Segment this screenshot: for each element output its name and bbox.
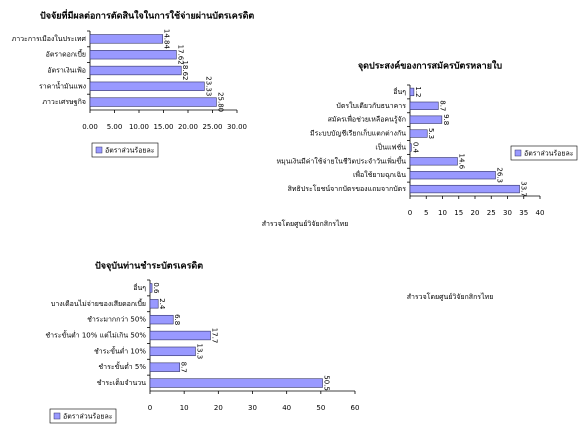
- bar: [89, 97, 217, 107]
- x-tick-label: 20.00: [178, 123, 198, 131]
- legend-label: อัตราส่วนร้อยละ: [63, 413, 113, 421]
- source-note: สำรวจโดยศูนย์วิจัยกสิกรไทย: [262, 219, 349, 228]
- x-tick-label: 5: [424, 209, 428, 217]
- x-tick-label: 0: [408, 209, 412, 217]
- value-label: 14.6: [457, 154, 465, 170]
- x-tick-label: 10.00: [129, 123, 149, 131]
- bar: [409, 101, 439, 110]
- y-tick-label: อื่นๆ: [133, 283, 146, 292]
- bar: [149, 314, 174, 325]
- y-tick-label: บัตรใบเดียวกับธนาคาร: [336, 101, 406, 110]
- value-label: 5.3: [427, 128, 435, 139]
- y-tick-label: ชำระขั้นต่ำ 10%: [94, 344, 146, 355]
- x-tick-label: 30: [248, 404, 257, 412]
- legend-box: [510, 145, 578, 161]
- value-label: 1.2: [414, 86, 422, 97]
- x-tick-label: 15: [454, 209, 463, 217]
- value-label: 17.62: [176, 45, 184, 65]
- value-label: 23.33: [204, 76, 212, 96]
- bar: [409, 143, 412, 152]
- x-tick-label: 10: [180, 404, 189, 412]
- y-tick-label: อัตราเงินเฟ้อ: [47, 67, 86, 75]
- bar: [89, 65, 182, 76]
- value-label: 2.4: [158, 298, 166, 310]
- x-tick-label: 10: [438, 209, 447, 217]
- bar: [409, 115, 443, 124]
- y-tick-label: ชำระเต็มจำนวน: [97, 378, 147, 387]
- x-tick-label: 30.00: [227, 123, 247, 131]
- x-tick-label: 5.00: [107, 123, 123, 131]
- x-tick-label: 60: [351, 404, 360, 412]
- legend-label: อัตราส่วนร้อยละ: [524, 150, 574, 158]
- y-tick-label: ชำระขั้นต่ำ 5%: [98, 360, 146, 371]
- y-tick-label: ราคาน้ำมันแพง: [39, 79, 86, 90]
- y-tick-label: บางเดือนไม่จ่ายของเสียดอกเบี้ย: [51, 297, 146, 308]
- legend-swatch: [514, 149, 522, 157]
- bar: [89, 34, 164, 44]
- legend-swatch: [53, 412, 61, 420]
- bar: [149, 283, 153, 293]
- y-tick-label: ชำระมากกว่า 50%: [87, 316, 146, 324]
- y-tick-label: มีระบบบัญชีเรียกเก็บแตกต่างกัน: [310, 129, 406, 138]
- y-tick-label: อื่นๆ: [393, 87, 406, 96]
- source-note: สำรวจโดยศูนย์วิจัยกสิกรไทย: [407, 292, 494, 301]
- bar: [149, 299, 159, 309]
- x-tick-label: 50: [316, 404, 325, 412]
- legend-box: [49, 408, 117, 424]
- value-label: 0.4: [411, 142, 419, 154]
- value-label: 18.62: [181, 60, 189, 80]
- y-tick-label: ชำระขั้นต่ำ 10% แต่ไม่เกิน 50%: [45, 329, 146, 340]
- x-tick-label: 35: [519, 209, 528, 217]
- value-label: 25.80: [216, 92, 224, 112]
- chart-title: ปัจจุบันท่านชำระบัตรเครดิต: [95, 261, 203, 272]
- x-tick-label: 0: [148, 404, 152, 412]
- bar: [89, 81, 205, 91]
- y-tick-label: สิทธิประโยชน์จากบัตรของแถมจากบัตร: [288, 184, 407, 193]
- y-tick-label: เป็นแฟชั่น: [375, 142, 406, 151]
- legend-swatch: [95, 146, 103, 154]
- value-label: 13.3: [195, 344, 203, 360]
- y-tick-label: ภาวะการเมืองในประเทศ: [12, 34, 87, 43]
- value-label: 6.8: [173, 314, 181, 325]
- x-tick-label: 15.00: [153, 123, 173, 131]
- y-tick-label: เพื่อใช้ยามฉุกเฉิน: [353, 170, 406, 179]
- x-tick-label: 40: [282, 404, 291, 412]
- legend-box: [91, 142, 159, 158]
- bar: [409, 87, 415, 97]
- value-label: 9.8: [442, 114, 450, 125]
- value-label: 14.84: [163, 29, 171, 50]
- bar: [409, 129, 428, 138]
- bar: [149, 362, 181, 372]
- x-tick-label: 30: [503, 209, 512, 217]
- value-label: 8.7: [180, 362, 188, 373]
- y-tick-label: อัตราดอกเบี้ย: [46, 48, 86, 59]
- chart-title: จุดประสงค์ของการสมัครบัตรหลายใบ: [358, 60, 503, 72]
- bar: [149, 346, 196, 357]
- value-label: 8.7: [438, 100, 446, 111]
- y-tick-label: สมัครเพื่อช่วยเหลือคนรู้จัก: [328, 115, 406, 124]
- value-label: 17.7: [210, 328, 218, 344]
- bar: [409, 171, 496, 180]
- x-tick-label: 20: [471, 209, 480, 217]
- value-label: 33.7: [520, 181, 528, 197]
- bar: [149, 378, 323, 388]
- value-label: 50.5: [323, 375, 331, 391]
- x-tick-label: 40: [536, 209, 545, 217]
- chart-title: ปัจจัยที่มีผลต่อการตัดสินใจในการใช้จ่ายผ…: [40, 9, 254, 22]
- bar: [149, 330, 211, 341]
- bar: [409, 184, 520, 194]
- legend-label: อัตราส่วนร้อยละ: [105, 147, 155, 155]
- bar: [89, 50, 177, 60]
- x-tick-label: 25: [487, 209, 496, 217]
- value-label: 0.6: [152, 282, 160, 294]
- bar: [409, 157, 458, 166]
- x-tick-label: 20: [214, 404, 223, 412]
- x-tick-label: 0.00: [82, 123, 98, 131]
- y-tick-label: ภาวะเศรษฐกิจ: [42, 98, 86, 106]
- value-label: 26.3: [495, 167, 503, 183]
- x-tick-label: 25.00: [202, 123, 222, 131]
- y-tick-label: หมุนเงินมีค่าใช้จ่ายในชีวิตประจำวันเพิ่ม…: [277, 154, 407, 165]
